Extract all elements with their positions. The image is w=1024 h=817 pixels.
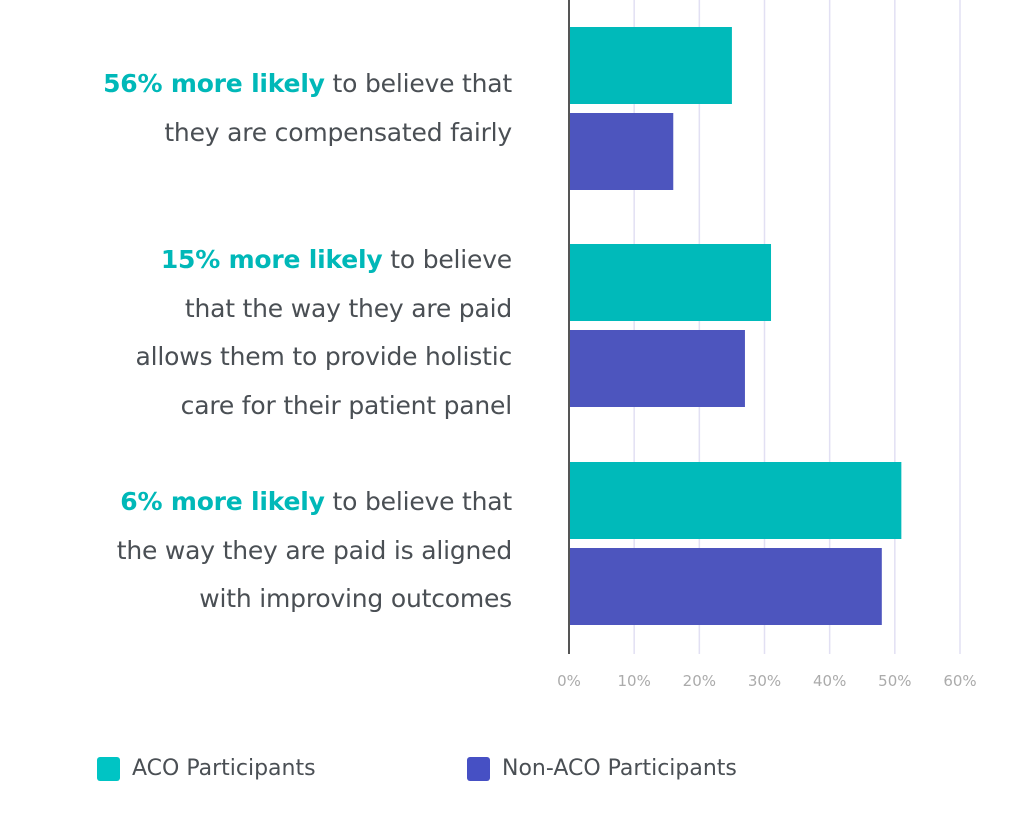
legend-item-non-aco: Non-ACO Participants [467,756,737,781]
category-text: that the way they are paid [184,293,512,323]
category-label-line: 56% more likely to believe that [32,60,512,109]
legend-swatch-aco [97,756,120,781]
x-tick-label: 50% [878,672,911,690]
gridlines [633,0,961,654]
category-text: with improving outcomes [199,584,512,613]
x-tick-label: 20% [683,672,716,690]
category-label: 6% more likely to believe that the way th… [32,478,512,624]
category-text: care for their patient panel [180,390,513,420]
category-label: 15% more likely to believe that the way t… [32,236,513,431]
category-text: the way they are paid is aligned [116,535,512,565]
category-label-line: care for their patient panel [32,382,513,431]
category-label-line: with improving outcomes [32,575,512,624]
category-text: they are compensated fairly [164,117,512,147]
category-label-line: 15% more likely to believe [32,236,512,285]
category-label-line: 6% more likely to believe that [32,478,512,527]
bar-aco [569,27,732,104]
category-label-line: the way they are paid is aligned [32,527,512,576]
category-highlight: 15% more likely [160,245,383,274]
bars [569,27,902,625]
category-text: allows them to provide holistic [135,342,513,371]
bar-non-aco [569,548,882,625]
legend-label-non-aco: Non-ACO Participants [502,756,737,781]
category-label-line: they are compensated fairly [32,109,512,158]
x-tick-label: 40% [813,672,846,690]
x-tick-label: 0% [557,672,581,690]
bar-aco [569,462,902,539]
category-text: to believe that [324,69,513,98]
category-text: to believe that [324,487,513,516]
category-label-line: allows them to provide holistic [32,333,513,382]
x-tick-label: 30% [748,672,781,690]
category-label-line: that the way they are paid [32,285,512,334]
legend-swatch-non-aco [467,756,490,781]
category-highlight: 56% more likely [103,69,325,98]
legend-item-aco: ACO Participants [97,756,316,781]
category-label: 56% more likely to believe that they are … [32,60,512,157]
x-axis-ticks: 0% 10% 20% 30% 40% 50% 60% [557,672,977,690]
legend-label-aco: ACO Participants [132,756,316,781]
bar-aco [569,244,772,321]
x-tick-label: 10% [617,672,650,690]
category-text: to believe [382,245,512,274]
bar-non-aco [569,330,745,407]
category-highlight: 6% more likely [120,487,325,516]
bar-non-aco [569,113,674,190]
x-tick-label: 60% [943,672,976,690]
